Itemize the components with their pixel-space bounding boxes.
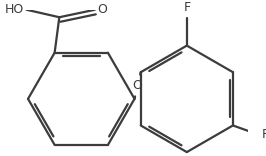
Text: HO: HO (5, 3, 24, 16)
Text: O: O (98, 3, 107, 16)
Text: O: O (133, 79, 143, 92)
Text: F: F (262, 128, 266, 141)
Text: F: F (183, 1, 190, 14)
